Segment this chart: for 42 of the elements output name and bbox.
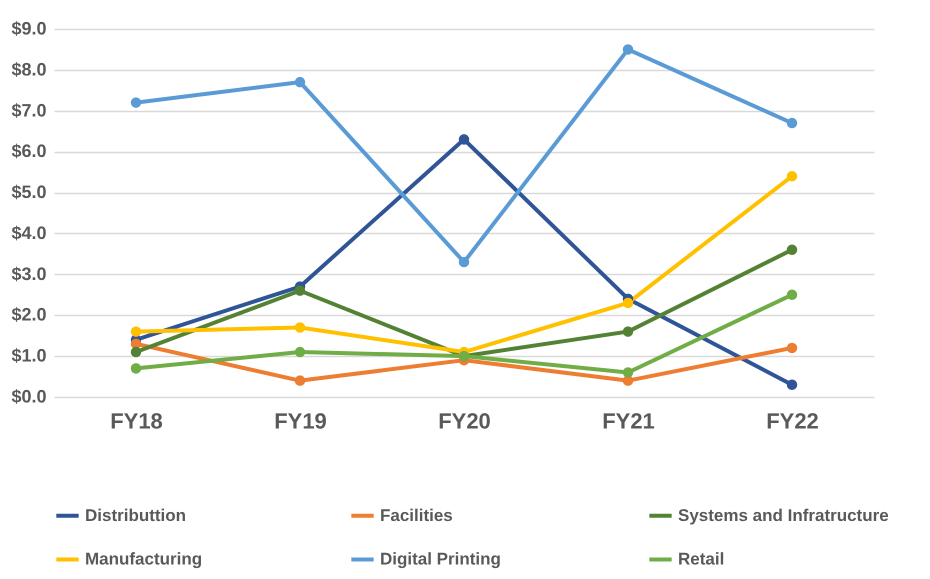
point <box>786 170 798 182</box>
point <box>786 342 798 354</box>
point <box>622 298 634 308</box>
point <box>294 322 306 333</box>
point <box>294 346 306 358</box>
point <box>130 346 142 358</box>
legend-label: Distributtion <box>85 506 186 525</box>
y-tick-label: $5.0 <box>11 182 46 202</box>
x-tick-label: FY18 <box>110 408 163 434</box>
point <box>294 375 306 386</box>
x-tick-label: FY22 <box>766 408 819 434</box>
y-tick-label: $7.0 <box>11 100 46 120</box>
legend-label: Manufacturing <box>85 550 202 568</box>
point <box>622 326 634 337</box>
y-tick-label: $2.0 <box>11 304 46 325</box>
y-tick-label: $4.0 <box>11 222 46 243</box>
legend-label: Retail <box>678 550 724 568</box>
point <box>294 76 306 88</box>
x-tick-label: FY19 <box>274 408 327 434</box>
point <box>622 44 634 55</box>
point <box>786 380 798 390</box>
x-tick-label: FY20 <box>438 408 491 434</box>
legend-label: Digital Printing <box>380 550 501 568</box>
x-tick-label: FY21 <box>602 408 655 434</box>
legend-label: Facilities <box>380 506 453 525</box>
y-tick-label: $0.0 <box>11 386 46 406</box>
point <box>458 256 470 268</box>
point <box>458 134 470 145</box>
point <box>786 290 798 300</box>
point <box>294 285 306 296</box>
y-tick-label: $3.0 <box>11 264 46 284</box>
point <box>786 118 798 128</box>
y-tick-label: $9.0 <box>11 18 46 38</box>
y-tick-label: $8.0 <box>11 59 46 80</box>
point <box>622 367 634 378</box>
legend-label: Systems and Infratructure <box>678 506 889 525</box>
y-tick-label: $1.0 <box>11 346 46 366</box>
point <box>786 244 798 256</box>
point <box>130 363 142 374</box>
point <box>130 326 142 337</box>
point <box>130 97 142 108</box>
y-tick-label: $6.0 <box>11 141 46 162</box>
